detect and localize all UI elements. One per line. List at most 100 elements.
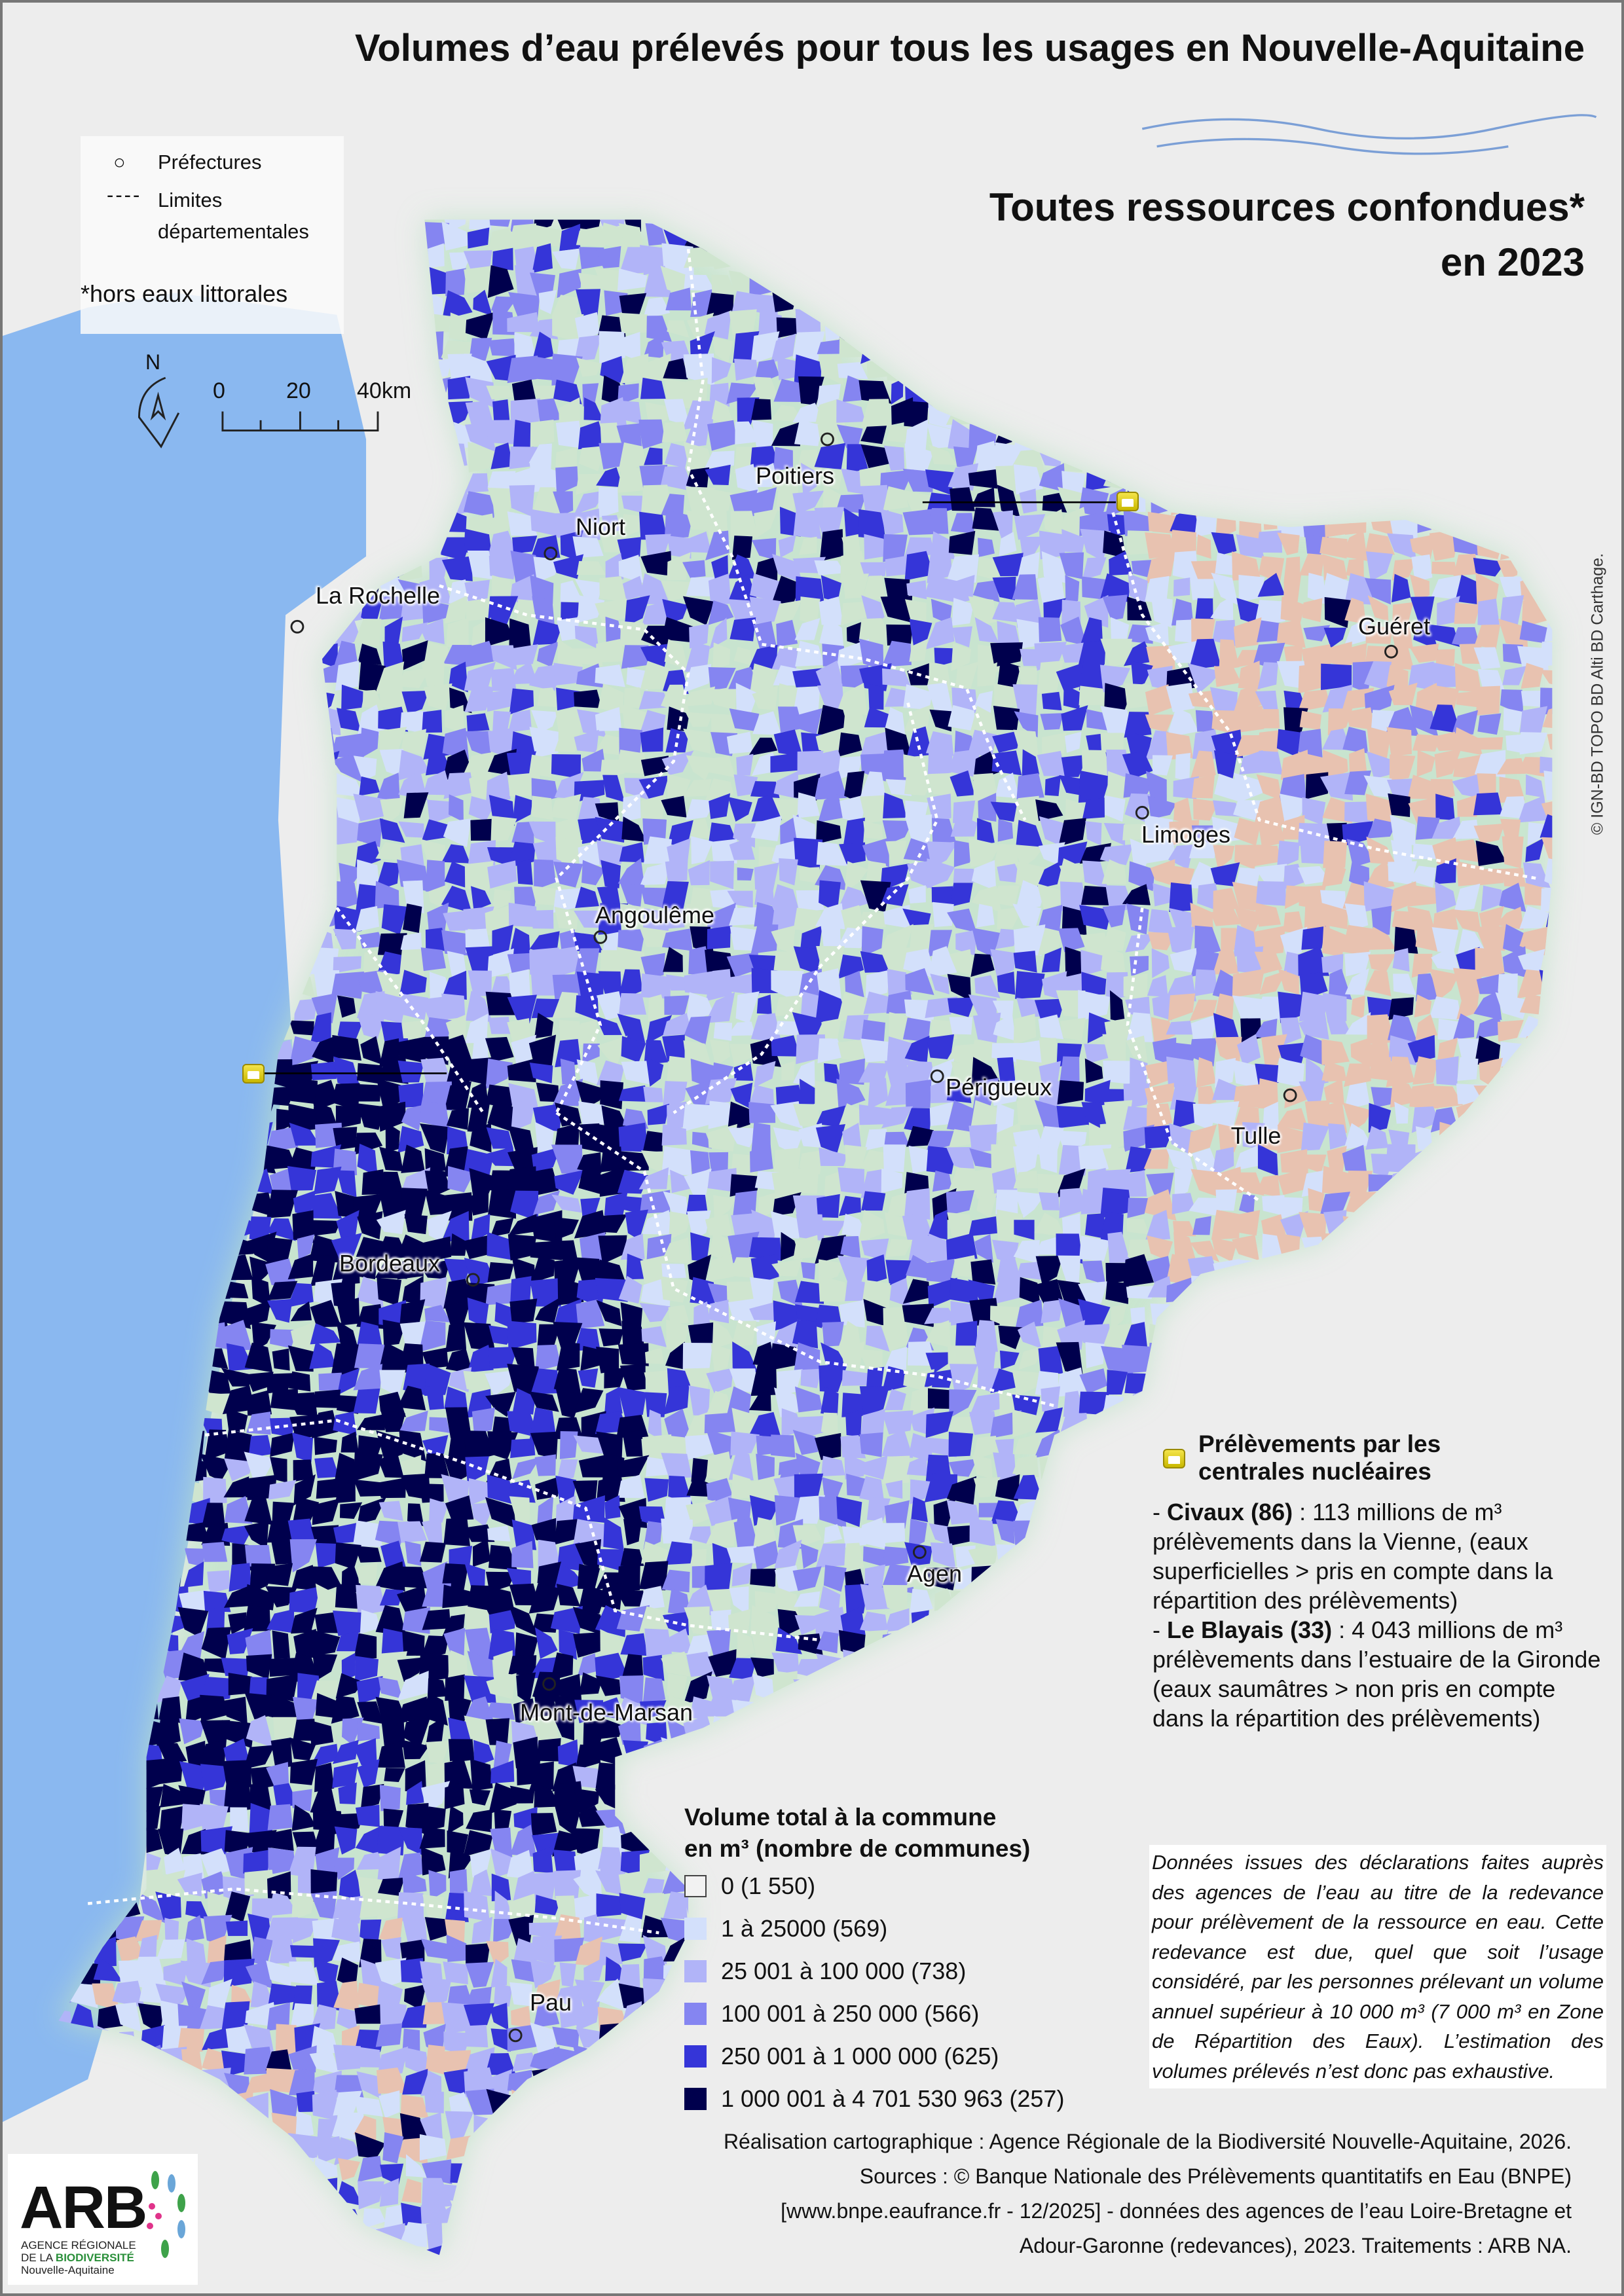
- commune: [705, 464, 731, 486]
- commune: [845, 1409, 862, 1437]
- commune: [511, 379, 537, 404]
- commune: [310, 1061, 341, 1081]
- commune: [1109, 990, 1125, 1023]
- commune: [868, 683, 884, 710]
- commune: [1430, 704, 1462, 734]
- commune: [993, 683, 1020, 710]
- commune: [1254, 600, 1285, 627]
- commune: [1321, 954, 1344, 973]
- commune: [1079, 685, 1107, 706]
- commune: [1499, 883, 1526, 913]
- commune: [925, 333, 949, 361]
- commune: [357, 252, 384, 274]
- commune: [977, 556, 1000, 581]
- commune: [1210, 595, 1234, 621]
- commune: [662, 1034, 685, 1062]
- commune: [1078, 358, 1111, 384]
- commune: [997, 484, 1020, 518]
- commune: [465, 991, 492, 1022]
- commune: [509, 927, 530, 956]
- commune: [863, 221, 887, 254]
- commune: [998, 1649, 1020, 1677]
- commune: [1168, 907, 1193, 932]
- commune: [970, 1582, 997, 1614]
- commune: [1524, 1390, 1549, 1417]
- commune: [729, 907, 759, 926]
- commune: [1392, 558, 1417, 581]
- commune: [1371, 1348, 1395, 1374]
- commune: [1521, 1148, 1550, 1177]
- commune: [578, 817, 601, 844]
- commune: [796, 1695, 819, 1722]
- commune: [798, 867, 821, 884]
- commune: [418, 443, 451, 468]
- commune: [1363, 775, 1392, 798]
- commune: [727, 890, 753, 908]
- commune: [362, 331, 385, 365]
- commune: [399, 426, 420, 444]
- commune: [464, 661, 496, 691]
- commune: [1166, 1304, 1198, 1326]
- commune: [420, 312, 452, 335]
- commune: [358, 644, 382, 665]
- commune: [490, 668, 517, 692]
- commune: [358, 314, 386, 343]
- commune: [1103, 1568, 1132, 1592]
- commune: [1388, 290, 1417, 319]
- commune: [1080, 1738, 1107, 1769]
- commune: [845, 970, 864, 998]
- commune: [683, 422, 710, 448]
- commune: [1519, 706, 1548, 735]
- commune: [1475, 572, 1499, 605]
- commune: [595, 598, 627, 625]
- commune: [574, 689, 602, 708]
- commune: [470, 886, 492, 911]
- commune: [622, 1740, 649, 1767]
- commune: [1187, 862, 1214, 889]
- commune: [1196, 488, 1217, 517]
- commune: [292, 639, 319, 672]
- commune: [1525, 837, 1545, 862]
- commune: [1475, 1170, 1505, 1194]
- commune: [1389, 441, 1418, 468]
- commune: [357, 818, 383, 847]
- commune: [1460, 359, 1485, 378]
- commune: [1371, 905, 1392, 935]
- commune: [1013, 951, 1037, 973]
- commune: [1475, 310, 1498, 341]
- commune: [1166, 1021, 1193, 1035]
- commune: [1257, 419, 1284, 448]
- commune: [355, 905, 380, 932]
- commune: [868, 1078, 889, 1110]
- commune: [420, 947, 447, 972]
- commune: [506, 751, 536, 779]
- commune: [969, 706, 999, 736]
- commune: [819, 596, 843, 625]
- commune: [1171, 598, 1194, 626]
- commune: [1387, 1014, 1418, 1042]
- commune: [528, 443, 552, 471]
- commune: [970, 1259, 996, 1285]
- commune: [1037, 1716, 1065, 1749]
- commune: [1234, 474, 1257, 494]
- commune: [422, 770, 452, 795]
- commune: [838, 954, 864, 979]
- commune: [1232, 337, 1260, 357]
- commune: [684, 970, 715, 995]
- commune: [1500, 689, 1524, 716]
- commune: [492, 247, 513, 270]
- commune: [1454, 1145, 1482, 1172]
- commune: [401, 993, 428, 1020]
- commune: [465, 1013, 489, 1044]
- commune: [1278, 1262, 1307, 1280]
- commune: [551, 793, 581, 820]
- commune: [1302, 1350, 1329, 1370]
- commune: [1283, 645, 1303, 663]
- commune: [1498, 1108, 1526, 1130]
- commune: [1481, 1386, 1507, 1413]
- commune: [465, 946, 494, 978]
- commune: [1542, 705, 1553, 730]
- commune: [950, 1696, 979, 1724]
- commune: [1435, 1277, 1456, 1307]
- commune: [667, 320, 690, 338]
